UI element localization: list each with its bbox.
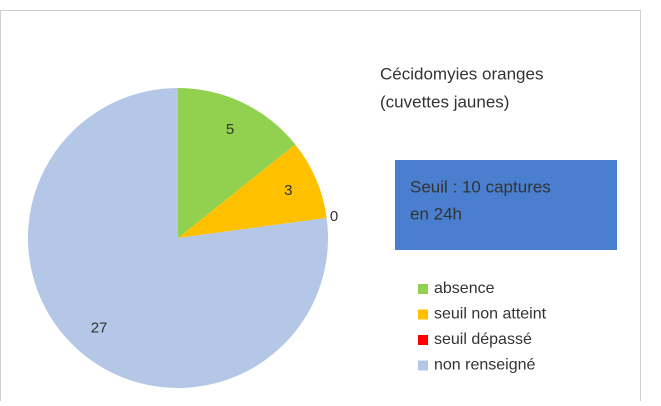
chart-title: Cécidomyies oranges bbox=[380, 64, 543, 83]
pie-slice bbox=[178, 144, 327, 238]
legend-swatch bbox=[418, 335, 428, 345]
data-label: 0 bbox=[330, 208, 338, 225]
legend-label: seuil dépassé bbox=[434, 331, 532, 348]
chart-frame bbox=[0, 10, 641, 406]
legend-label: absence bbox=[434, 280, 495, 297]
legend-label: seuil non atteint bbox=[434, 306, 547, 323]
annotation-text: Seuil : 10 captures bbox=[410, 177, 551, 196]
data-label: 27 bbox=[91, 319, 108, 336]
chart-title: (cuvettes jaunes) bbox=[380, 92, 509, 111]
pie-slice bbox=[27, 88, 328, 389]
pie-slice bbox=[178, 88, 296, 238]
legend-label: non renseigné bbox=[434, 357, 536, 374]
annotation-box bbox=[395, 160, 617, 250]
annotation-text: en 24h bbox=[410, 204, 462, 223]
legend-swatch bbox=[418, 284, 428, 294]
legend-swatch bbox=[418, 309, 428, 320]
legend-swatch bbox=[418, 360, 428, 371]
data-label: 3 bbox=[284, 182, 292, 199]
data-label: 5 bbox=[226, 121, 234, 138]
